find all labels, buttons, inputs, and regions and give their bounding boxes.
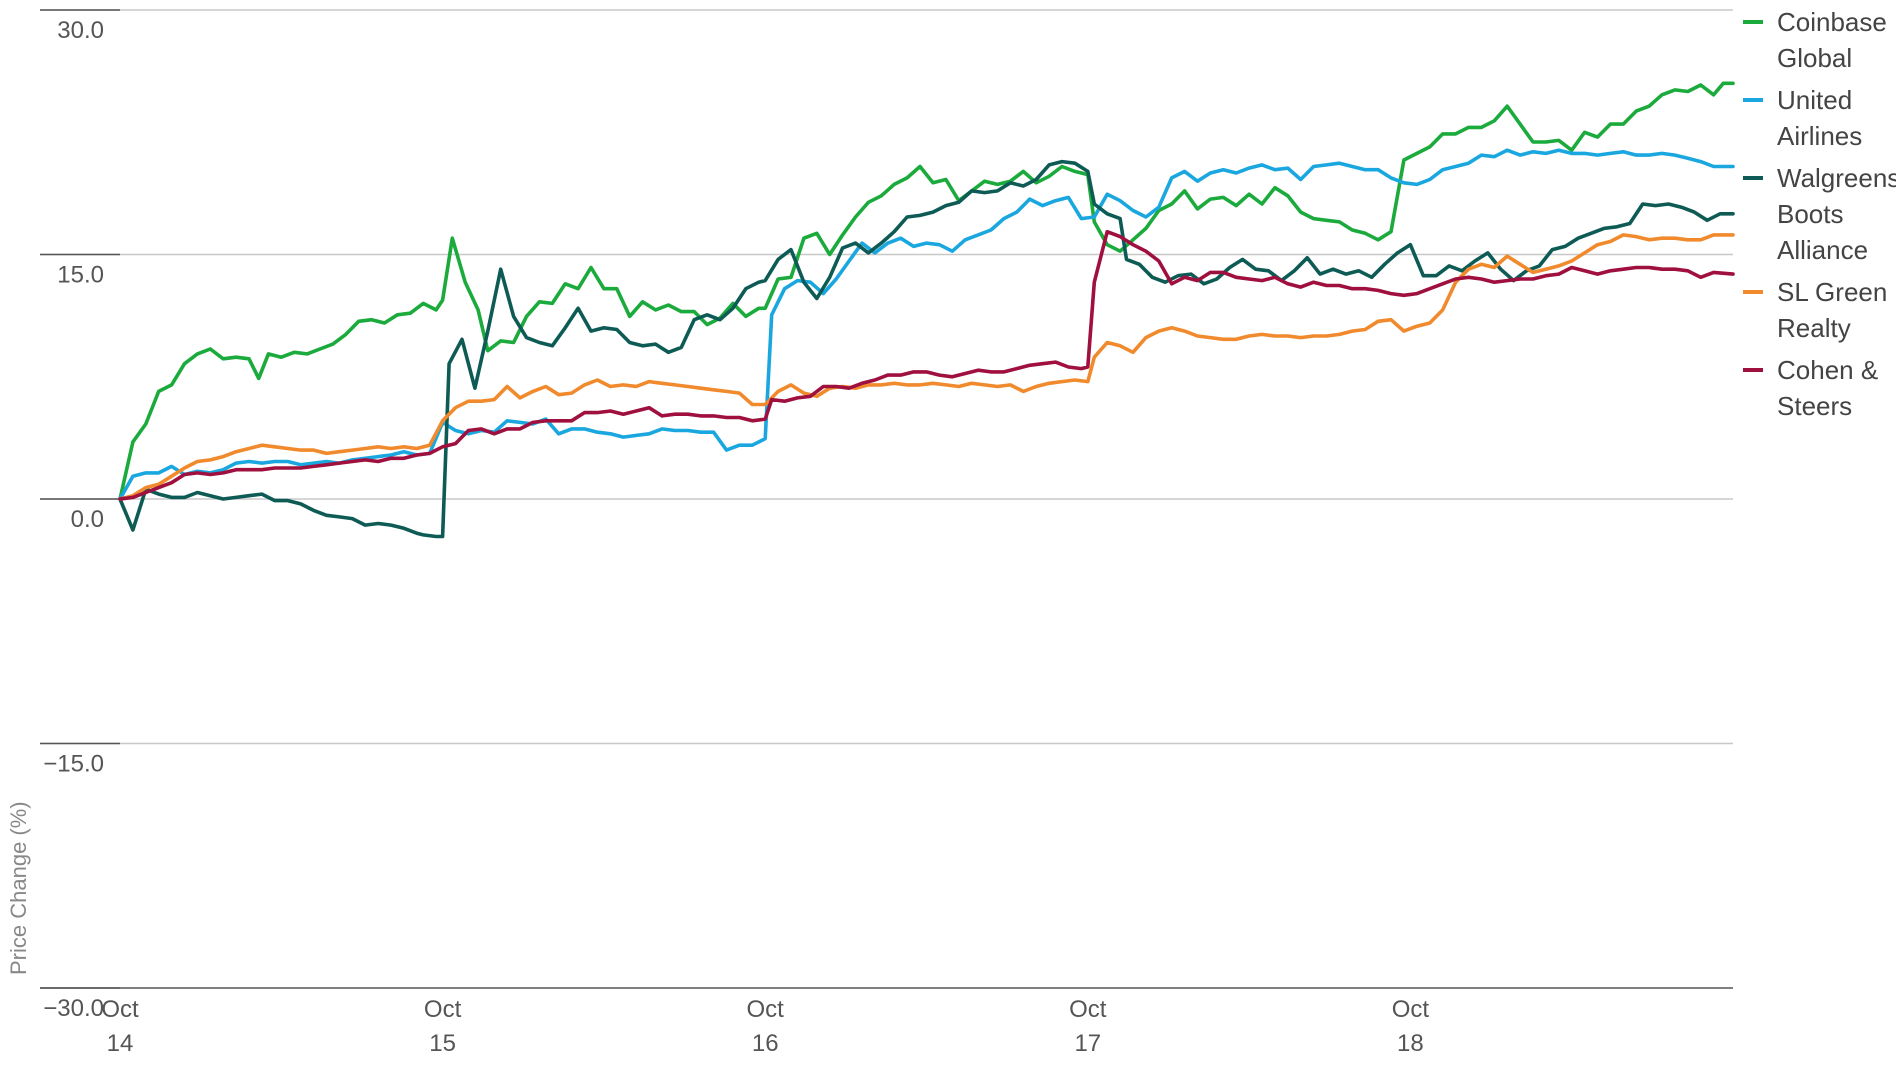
y-tick-label: −15.0 bbox=[43, 751, 104, 778]
legend-item-walgreens-boots-alliance: Walgreens Boots Alliance bbox=[1743, 163, 1896, 265]
x-tick-label: Oct 16 bbox=[747, 996, 785, 1057]
x-tick-label: Oct 18 bbox=[1392, 996, 1430, 1057]
y-tick-label: 30.0 bbox=[57, 17, 104, 44]
y-axis-title: Price Change (%) bbox=[6, 801, 31, 975]
x-tick-label: Oct 14 bbox=[101, 996, 139, 1057]
y-tick-label: −30.0 bbox=[43, 995, 104, 1022]
legend-label: Cohen & Steers bbox=[1777, 355, 1878, 421]
legend-item-united-airlines: United Airlines bbox=[1743, 85, 1862, 151]
series-line-walgreens-boots-alliance bbox=[118, 159, 1735, 539]
legend: Coinbase Global United Airlines Walgreens Boo… bbox=[1743, 7, 1896, 421]
legend-label: Coinbase Global bbox=[1777, 7, 1887, 73]
series-lines bbox=[118, 81, 1735, 539]
y-axis-ticks: 30.0 15.0 0.0 −15.0 −30.0 bbox=[43, 17, 104, 1022]
series-line-cohen-steers bbox=[118, 229, 1735, 501]
x-axis-ticks: Oct 14 Oct 15 Oct 16 Oct 17 Oct 18 bbox=[101, 996, 1429, 1057]
legend-label: United Airlines bbox=[1777, 85, 1862, 151]
legend-label: Walgreens Boots Alliance bbox=[1777, 163, 1896, 265]
y-tick-label: 0.0 bbox=[71, 506, 104, 533]
legend-label: SL Green Realty bbox=[1777, 277, 1887, 343]
series-line-united-airlines bbox=[118, 148, 1735, 501]
series-line-coinbase-global bbox=[118, 81, 1735, 501]
legend-item-coinbase-global: Coinbase Global bbox=[1743, 7, 1887, 73]
legend-item-cohen-steers: Cohen & Steers bbox=[1743, 355, 1878, 421]
x-tick-label: Oct 15 bbox=[424, 996, 462, 1057]
y-tick-label: 15.0 bbox=[57, 262, 104, 289]
gridlines bbox=[40, 9, 1733, 989]
x-tick-label: Oct 17 bbox=[1069, 996, 1107, 1057]
legend-item-sl-green-realty: SL Green Realty bbox=[1743, 277, 1887, 343]
